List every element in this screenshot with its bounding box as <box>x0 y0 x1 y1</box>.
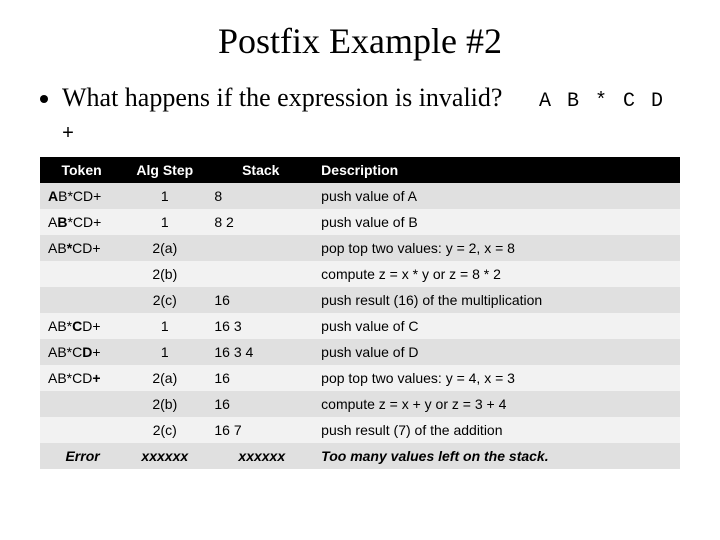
cell-desc: pop top two values: y = 4, x = 3 <box>315 365 680 391</box>
cell-token: AB*CD+ <box>40 235 123 261</box>
cell-stack <box>206 235 315 261</box>
cell-desc: push value of B <box>315 209 680 235</box>
page-title: Postfix Example #2 <box>40 20 680 62</box>
cell-stack: xxxxxx <box>206 443 315 469</box>
cell-step: 1 <box>123 209 206 235</box>
th-stack: Stack <box>206 157 315 183</box>
cell-step: 1 <box>123 339 206 365</box>
bullet-icon <box>40 95 48 103</box>
cell-token: AB*CD+ <box>40 183 123 209</box>
table-row: AB*CD+2(a)16pop top two values: y = 4, x… <box>40 365 680 391</box>
trace-table: Token Alg Step Stack Description AB*CD+1… <box>40 157 680 469</box>
cell-token: Error <box>40 443 123 469</box>
cell-stack: 16 3 <box>206 313 315 339</box>
cell-desc: push result (7) of the addition <box>315 417 680 443</box>
cell-step: 2(a) <box>123 365 206 391</box>
cell-stack: 8 2 <box>206 209 315 235</box>
table-body: AB*CD+18push value of AAB*CD+18 2push va… <box>40 183 680 469</box>
cell-step: 2(a) <box>123 235 206 261</box>
cell-token <box>40 287 123 313</box>
table-row: ErrorxxxxxxxxxxxxToo many values left on… <box>40 443 680 469</box>
cell-desc: Too many values left on the stack. <box>315 443 680 469</box>
cell-stack: 16 7 <box>206 417 315 443</box>
table-row: 2(c)16 7push result (7) of the addition <box>40 417 680 443</box>
cell-token: AB*CD+ <box>40 209 123 235</box>
th-desc: Description <box>315 157 680 183</box>
cell-desc: push result (16) of the multiplication <box>315 287 680 313</box>
cell-step: 2(b) <box>123 261 206 287</box>
table-row: 2(c)16push result (16) of the multiplica… <box>40 287 680 313</box>
th-token: Token <box>40 157 123 183</box>
cell-step: 2(b) <box>123 391 206 417</box>
cell-stack: 16 <box>206 365 315 391</box>
bullet-question: What happens if the expression is invali… <box>62 83 502 112</box>
cell-token <box>40 417 123 443</box>
table-row: 2(b) compute z = x * y or z = 8 * 2 <box>40 261 680 287</box>
cell-token: AB*CD+ <box>40 365 123 391</box>
cell-step: 1 <box>123 313 206 339</box>
bullet-text: What happens if the expression is invali… <box>62 82 680 147</box>
slide: Postfix Example #2 What happens if the e… <box>0 0 720 540</box>
cell-step: 1 <box>123 183 206 209</box>
table-row: AB*CD+18 2push value of B <box>40 209 680 235</box>
cell-stack: 16 <box>206 391 315 417</box>
cell-desc: pop top two values: y = 2, x = 8 <box>315 235 680 261</box>
cell-desc: push value of D <box>315 339 680 365</box>
table-row: AB*CD+116 3 4push value of D <box>40 339 680 365</box>
cell-stack: 16 3 4 <box>206 339 315 365</box>
table-row: 2(b)16compute z = x + y or z = 3 + 4 <box>40 391 680 417</box>
bullet-item: What happens if the expression is invali… <box>40 82 680 147</box>
cell-stack: 8 <box>206 183 315 209</box>
cell-step: 2(c) <box>123 287 206 313</box>
cell-desc: push value of C <box>315 313 680 339</box>
table-header-row: Token Alg Step Stack Description <box>40 157 680 183</box>
cell-token <box>40 261 123 287</box>
table-row: AB*CD+18push value of A <box>40 183 680 209</box>
cell-token: AB*CD+ <box>40 313 123 339</box>
table-row: AB*CD+2(a) pop top two values: y = 2, x =… <box>40 235 680 261</box>
cell-desc: push value of A <box>315 183 680 209</box>
cell-token: AB*CD+ <box>40 339 123 365</box>
cell-stack: 16 <box>206 287 315 313</box>
cell-token <box>40 391 123 417</box>
cell-stack <box>206 261 315 287</box>
cell-desc: compute z = x + y or z = 3 + 4 <box>315 391 680 417</box>
table-row: AB*CD+116 3push value of C <box>40 313 680 339</box>
cell-desc: compute z = x * y or z = 8 * 2 <box>315 261 680 287</box>
th-step: Alg Step <box>123 157 206 183</box>
cell-step: xxxxxx <box>123 443 206 469</box>
cell-step: 2(c) <box>123 417 206 443</box>
